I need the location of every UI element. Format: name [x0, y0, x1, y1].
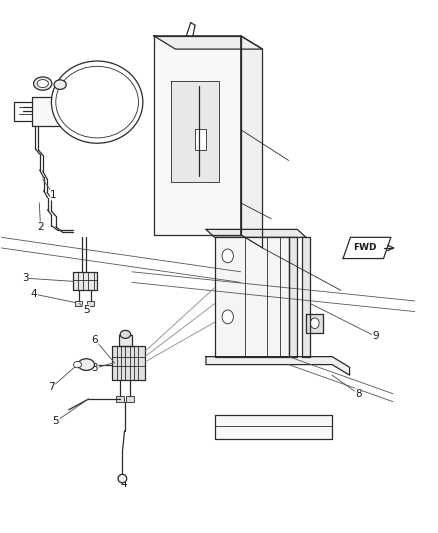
- Ellipse shape: [118, 474, 127, 483]
- Text: 9: 9: [372, 332, 379, 342]
- Circle shape: [222, 249, 233, 263]
- Polygon shape: [113, 346, 145, 381]
- Text: 3: 3: [92, 364, 98, 373]
- Circle shape: [311, 318, 319, 328]
- Ellipse shape: [54, 80, 66, 90]
- Polygon shape: [73, 272, 97, 290]
- Polygon shape: [195, 128, 206, 150]
- Polygon shape: [215, 415, 332, 439]
- Bar: [75, 301, 82, 306]
- Polygon shape: [306, 314, 323, 333]
- Circle shape: [222, 310, 233, 324]
- Polygon shape: [32, 97, 62, 126]
- Polygon shape: [289, 237, 297, 357]
- Text: 6: 6: [92, 335, 98, 345]
- Polygon shape: [241, 36, 262, 248]
- Bar: [87, 301, 94, 306]
- Polygon shape: [206, 357, 350, 375]
- Bar: [116, 397, 124, 402]
- Ellipse shape: [51, 61, 143, 143]
- Polygon shape: [154, 36, 262, 49]
- Polygon shape: [343, 237, 391, 259]
- Bar: [126, 397, 134, 402]
- Ellipse shape: [120, 330, 131, 338]
- Text: 7: 7: [48, 382, 55, 392]
- Polygon shape: [154, 36, 241, 235]
- Polygon shape: [171, 81, 219, 182]
- Polygon shape: [302, 237, 311, 357]
- Text: 5: 5: [83, 305, 89, 315]
- Polygon shape: [215, 237, 289, 357]
- Ellipse shape: [78, 359, 95, 370]
- Text: 8: 8: [355, 389, 362, 399]
- Text: 4: 4: [31, 289, 37, 299]
- Text: 4: 4: [120, 479, 127, 489]
- Polygon shape: [206, 229, 306, 237]
- Polygon shape: [119, 335, 132, 346]
- Ellipse shape: [34, 77, 52, 90]
- Ellipse shape: [37, 79, 48, 87]
- Text: 1: 1: [50, 190, 57, 200]
- Text: 5: 5: [53, 416, 59, 426]
- Text: 3: 3: [22, 273, 28, 283]
- Text: 2: 2: [37, 222, 44, 232]
- Text: FWD: FWD: [353, 244, 377, 253]
- Ellipse shape: [74, 361, 81, 368]
